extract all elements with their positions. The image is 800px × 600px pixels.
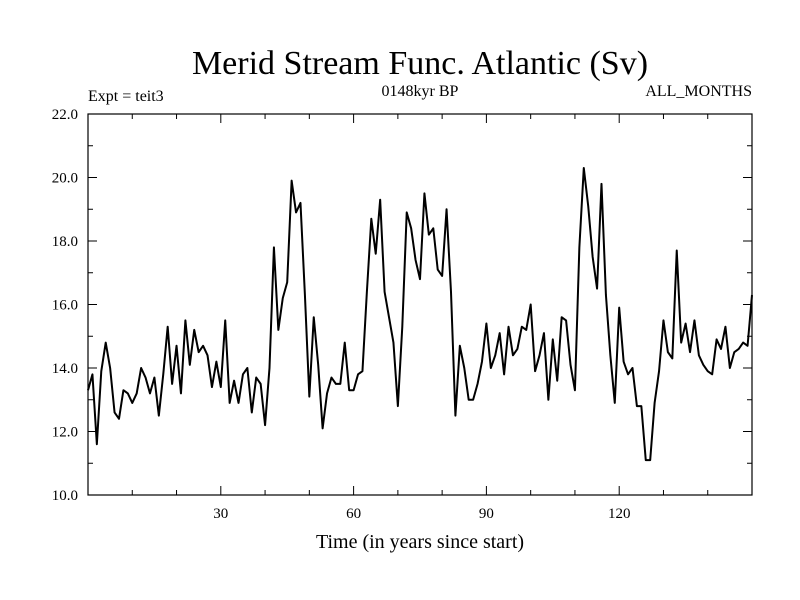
x-tick-label: 60 bbox=[346, 506, 361, 522]
y-tick-label: 20.0 bbox=[52, 171, 78, 187]
x-tick-label: 90 bbox=[479, 506, 494, 522]
series-layer bbox=[87, 166, 753, 462]
y-tick-label: 18.0 bbox=[52, 234, 78, 250]
y-tick-label: 22.0 bbox=[52, 107, 78, 123]
months-label: ALL_MONTHS bbox=[645, 83, 752, 100]
x-axis-label: Time (in years since start) bbox=[316, 531, 524, 553]
x-tick-label: 120 bbox=[608, 506, 631, 522]
period-label: 0148kyr BP bbox=[382, 83, 459, 100]
x-tick-label: 30 bbox=[213, 506, 228, 522]
y-tick-label: 12.0 bbox=[52, 425, 78, 441]
experiment-label: Expt = teit3 bbox=[88, 88, 164, 105]
y-tick-label: 16.0 bbox=[52, 298, 78, 314]
y-tick-label: 10.0 bbox=[52, 488, 78, 504]
chart-title: Merid Stream Func. Atlantic (Sv) bbox=[192, 45, 648, 82]
y-axis: 10.0 12.0 14.0 16.0 18.0 20.0 22.0 bbox=[52, 107, 752, 504]
plot-frame bbox=[87, 113, 753, 496]
series-line bbox=[87, 166, 753, 462]
x-axis: 30 60 90 120 bbox=[131, 114, 709, 522]
y-tick-label: 14.0 bbox=[52, 361, 78, 377]
